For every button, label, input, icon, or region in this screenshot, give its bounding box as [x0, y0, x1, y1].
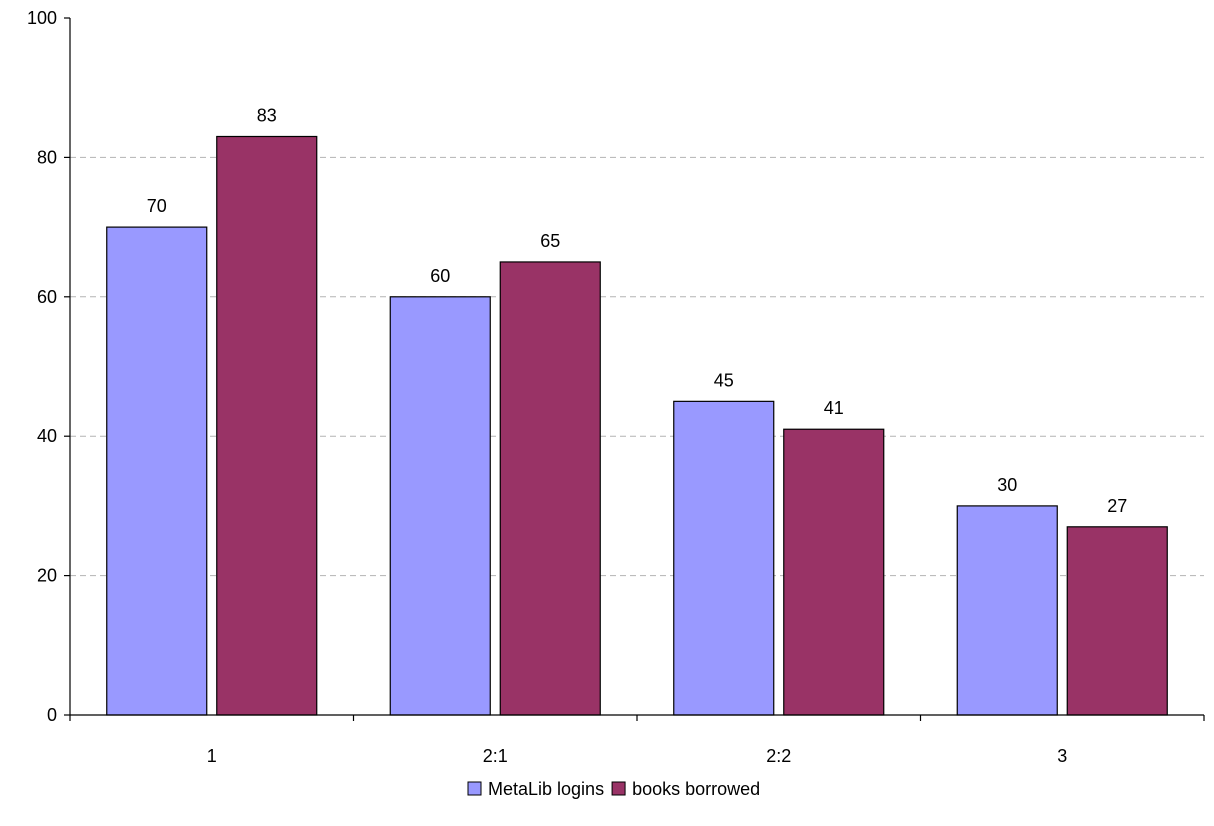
bar-metalib-logins [673, 400, 775, 716]
x-tick-label: 2:2 [766, 746, 791, 766]
bar-metalib-logins [956, 505, 1058, 716]
y-tick-label: 60 [37, 287, 57, 307]
data-label: 30 [997, 475, 1017, 495]
legend-swatch [467, 781, 482, 796]
x-tick-label: 3 [1057, 746, 1067, 766]
data-label: 83 [257, 105, 277, 125]
legend-swatch [611, 781, 626, 796]
legend: MetaLib logins books borrowed [467, 779, 760, 799]
data-label: 70 [147, 196, 167, 216]
data-labels: 70 83 60 65 45 41 30 27 [147, 105, 1128, 515]
legend-label: books borrowed [632, 779, 760, 799]
bars [106, 135, 1168, 716]
y-tick-label: 100 [27, 8, 57, 28]
axes [64, 17, 1205, 721]
y-tick-labels: 0 20 40 60 80 100 [27, 8, 57, 725]
x-tick-labels: 1 2:1 2:2 3 [207, 746, 1068, 766]
x-tick-label: 2:1 [483, 746, 508, 766]
x-tick-label: 1 [207, 746, 217, 766]
y-tick-label: 80 [37, 147, 57, 167]
legend-label: MetaLib logins [488, 779, 604, 799]
y-tick-label: 40 [37, 426, 57, 446]
data-label: 60 [430, 266, 450, 286]
y-tick-label: 0 [47, 705, 57, 725]
bar-metalib-logins [106, 226, 208, 716]
bar-books-borrowed [783, 428, 885, 716]
bar-books-borrowed [1066, 526, 1168, 716]
data-label: 41 [824, 398, 844, 418]
y-tick-label: 20 [37, 566, 57, 586]
bar-books-borrowed [216, 135, 318, 716]
data-label: 27 [1107, 496, 1127, 516]
bar-metalib-logins [389, 296, 491, 716]
data-label: 45 [714, 370, 734, 390]
data-label: 65 [540, 231, 560, 251]
bar-books-borrowed [499, 261, 601, 716]
